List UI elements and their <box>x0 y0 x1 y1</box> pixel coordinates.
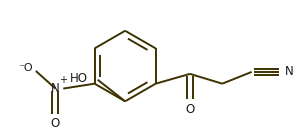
Text: +: + <box>59 75 67 85</box>
Text: O: O <box>51 117 60 130</box>
Text: HO: HO <box>70 72 88 85</box>
Text: N: N <box>51 82 60 95</box>
Text: O: O <box>185 103 194 116</box>
Text: ⁻O: ⁻O <box>18 63 33 73</box>
Text: N: N <box>284 65 293 78</box>
